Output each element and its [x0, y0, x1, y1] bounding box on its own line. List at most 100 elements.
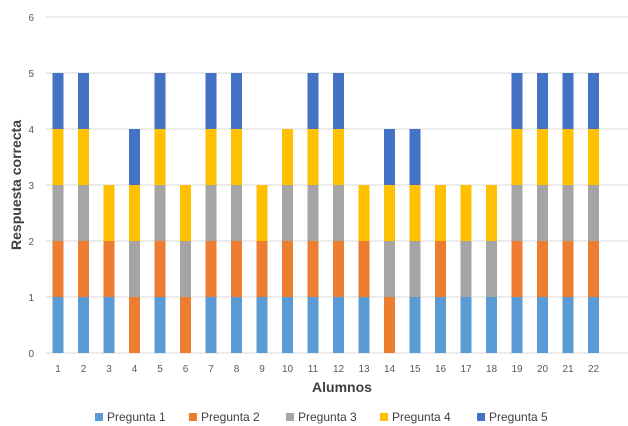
- x-tick-label: 12: [333, 364, 345, 375]
- legend-swatch: [95, 413, 103, 421]
- bar-segment: [384, 129, 395, 185]
- legend-label: Pregunta 5: [489, 410, 548, 424]
- bar-segment: [333, 185, 344, 241]
- bar-segment: [511, 185, 523, 241]
- bar-segment: [78, 185, 89, 241]
- y-tick-label: 4: [28, 125, 34, 136]
- bar-segment: [511, 297, 523, 353]
- bar-segment: [460, 185, 472, 241]
- bar-segment: [435, 241, 446, 297]
- bar-segment: [256, 297, 268, 353]
- x-tick-label: 14: [384, 364, 396, 375]
- bar-segment: [588, 185, 599, 241]
- bar-segment: [333, 241, 344, 297]
- bar-segment: [562, 73, 574, 129]
- bar-segment: [231, 129, 242, 185]
- bar-segment: [256, 241, 268, 297]
- bars: [52, 73, 599, 353]
- bar-segment: [154, 73, 166, 129]
- bar-segment: [52, 73, 64, 129]
- bar-segment: [511, 241, 523, 297]
- bar-segment: [307, 73, 319, 129]
- bar-segment: [409, 129, 421, 185]
- bar-segment: [103, 297, 115, 353]
- legend-label: Pregunta 2: [201, 410, 260, 424]
- x-tick-label: 6: [183, 364, 189, 375]
- x-tick-label: 22: [588, 364, 600, 375]
- bar-segment: [562, 185, 574, 241]
- x-tick-label: 1: [55, 364, 61, 375]
- bar-segment: [154, 241, 166, 297]
- bar-segment: [409, 241, 421, 297]
- x-tick-label: 2: [81, 364, 87, 375]
- bar-segment: [129, 129, 140, 185]
- bar-segment: [460, 297, 472, 353]
- legend: Pregunta 1 Pregunta 2 Pregunta 3 Pregunta 4…: [95, 410, 548, 424]
- bar-segment: [588, 73, 599, 129]
- bar-segment: [282, 185, 293, 241]
- bar-segment: [358, 297, 370, 353]
- x-tick-label: 20: [537, 364, 549, 375]
- bar-segment: [103, 241, 115, 297]
- bar-segment: [256, 185, 268, 241]
- bar-segment: [333, 73, 344, 129]
- y-tick-label: 5: [28, 69, 34, 80]
- bar-segment: [588, 241, 599, 297]
- bar-segment: [435, 185, 446, 241]
- y-axis-title: Respuesta correcta: [8, 120, 24, 250]
- bar-segment: [537, 185, 548, 241]
- x-tick-label: 16: [435, 364, 447, 375]
- legend-label: Pregunta 1: [107, 410, 166, 424]
- legend-swatch: [477, 413, 485, 421]
- y-tick-label: 2: [28, 237, 34, 248]
- bar-segment: [307, 185, 319, 241]
- x-tick-label: 18: [486, 364, 498, 375]
- x-tick-label: 17: [460, 364, 472, 375]
- legend-label: Pregunta 4: [392, 410, 451, 424]
- y-tick-label: 3: [28, 181, 34, 192]
- y-tick-label: 1: [28, 293, 34, 304]
- bar-segment: [231, 73, 242, 129]
- bar-segment: [435, 297, 446, 353]
- bar-segment: [205, 241, 217, 297]
- bar-segment: [562, 241, 574, 297]
- bar-segment: [52, 185, 64, 241]
- bar-segment: [129, 297, 140, 353]
- legend-swatch: [286, 413, 294, 421]
- x-tick-label: 9: [259, 364, 265, 375]
- bar-segment: [460, 241, 472, 297]
- x-axis-title: Alumnos: [312, 379, 372, 395]
- bar-segment: [486, 241, 497, 297]
- bar-segment: [384, 185, 395, 241]
- bar-segment: [562, 129, 574, 185]
- bar-segment: [409, 185, 421, 241]
- bar-segment: [384, 241, 395, 297]
- bar-segment: [588, 129, 599, 185]
- bar-segment: [78, 297, 89, 353]
- x-tick-label: 4: [132, 364, 138, 375]
- bar-segment: [154, 185, 166, 241]
- bar-segment: [562, 297, 574, 353]
- bar-segment: [307, 241, 319, 297]
- bar-segment: [384, 297, 395, 353]
- bar-segment: [358, 241, 370, 297]
- bar-segment: [231, 297, 242, 353]
- legend-swatch: [380, 413, 388, 421]
- bar-segment: [307, 297, 319, 353]
- x-tick-label: 15: [409, 364, 421, 375]
- x-tick-label: 5: [157, 364, 163, 375]
- legend-swatch: [189, 413, 197, 421]
- y-tick-label: 6: [28, 13, 34, 24]
- legend-label: Pregunta 3: [298, 410, 357, 424]
- bar-segment: [52, 241, 64, 297]
- bar-segment: [282, 241, 293, 297]
- x-tick-label: 7: [208, 364, 214, 375]
- bar-segment: [511, 129, 523, 185]
- bar-segment: [78, 73, 89, 129]
- bar-segment: [103, 185, 115, 241]
- bar-segment: [205, 297, 217, 353]
- x-axis-ticks: 1 2 3 4 5 6 7 8 9 10 11 12 13 14 15 16 17 18 19 20 21 22: [55, 364, 599, 375]
- bar-segment: [129, 185, 140, 241]
- bar-segment: [307, 129, 319, 185]
